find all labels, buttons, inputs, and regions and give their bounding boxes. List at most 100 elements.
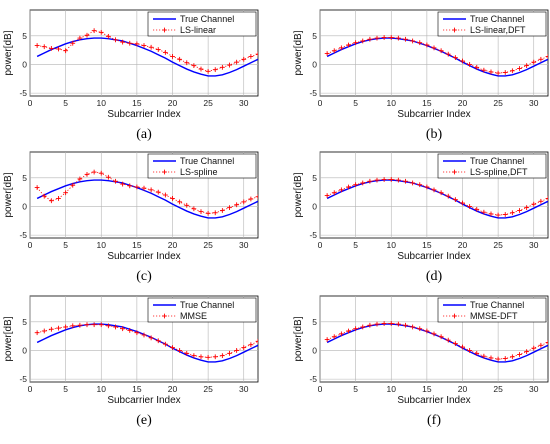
data-point-marker [467, 348, 473, 353]
data-point-marker [424, 184, 430, 190]
y-tick-label: 5 [22, 317, 27, 327]
y-axis-label: power[dB] [3, 30, 14, 75]
data-point-marker [495, 356, 501, 362]
y-tick-label: 5 [312, 173, 317, 183]
y-axis-label: power[dB] [293, 316, 304, 361]
x-tick-label: 0 [28, 240, 33, 250]
data-point-marker [502, 70, 508, 75]
series-line-true-channel [36, 37, 258, 77]
x-tick-label: 30 [239, 98, 249, 108]
x-tick-label: 20 [458, 384, 468, 394]
x-tick-label: 15 [132, 384, 142, 394]
data-point-marker [338, 45, 344, 51]
data-point-marker [395, 35, 401, 41]
data-point-marker [381, 321, 387, 326]
y-tick-label: 0 [22, 345, 27, 355]
data-point-marker [452, 341, 458, 346]
y-tick-label: -5 [19, 230, 27, 240]
data-point-marker [431, 45, 437, 51]
data-point-marker [34, 185, 40, 190]
data-point-marker [474, 350, 480, 356]
data-point-marker [70, 323, 76, 329]
data-point-marker [105, 174, 111, 180]
data-point-marker [219, 353, 225, 359]
data-point-marker [198, 66, 204, 72]
data-point-marker [417, 40, 423, 46]
data-point-marker [155, 47, 161, 52]
data-point-marker [63, 324, 69, 330]
plot-data [34, 322, 258, 363]
data-point-marker [98, 322, 104, 328]
data-point-marker [438, 190, 444, 196]
data-point-marker [403, 322, 408, 328]
y-axis-label: power[dB] [293, 30, 304, 75]
y-tick-label: 0 [312, 59, 317, 69]
data-point-marker [502, 212, 508, 217]
x-tick-label: 10 [387, 384, 397, 394]
legend-label: True Channel [470, 300, 524, 310]
data-point-marker [545, 54, 548, 59]
data-point-marker [360, 324, 366, 330]
data-point-marker [460, 200, 465, 206]
data-point-marker [77, 176, 83, 182]
data-point-marker [538, 342, 544, 348]
data-point-marker [517, 352, 522, 357]
x-tick-label: 30 [529, 240, 539, 250]
data-point-marker [248, 342, 254, 348]
x-tick-label: 20 [168, 98, 178, 108]
data-point-marker [395, 177, 401, 183]
x-tick-label: 5 [353, 384, 358, 394]
x-tick-label: 20 [458, 98, 468, 108]
data-point-marker [84, 32, 90, 38]
data-point-marker [98, 170, 104, 176]
x-axis-label: Subcarrier Index [107, 251, 180, 262]
data-point-marker [191, 353, 197, 359]
x-tick-label: 25 [493, 384, 503, 394]
data-point-marker [531, 201, 537, 207]
data-point-marker [410, 38, 416, 44]
data-point-marker [538, 56, 544, 62]
data-point-marker [338, 187, 344, 193]
y-tick-label: -5 [19, 88, 27, 98]
data-point-marker [227, 205, 232, 211]
data-point-marker [509, 68, 515, 74]
data-point-marker [502, 356, 508, 361]
data-point-marker [241, 199, 247, 205]
data-point-marker [41, 328, 47, 334]
data-point-marker [63, 190, 69, 196]
data-point-marker [424, 42, 430, 48]
data-point-marker [460, 344, 465, 350]
data-point-marker [255, 194, 258, 200]
data-point-marker [353, 182, 359, 188]
data-point-marker [445, 51, 451, 57]
data-point-marker [148, 187, 154, 193]
x-tick-label: 25 [203, 384, 213, 394]
y-tick-label: 0 [22, 201, 27, 211]
panel-caption: (f) [427, 413, 441, 428]
x-tick-label: 10 [387, 98, 397, 108]
data-point-marker [445, 193, 451, 199]
data-point-marker [367, 178, 373, 184]
y-tick-label: -5 [19, 374, 27, 384]
data-point-marker [120, 181, 126, 187]
panel-caption: (d) [426, 269, 443, 284]
data-point-marker [191, 63, 197, 69]
y-tick-label: 5 [22, 173, 27, 183]
legend-label: True Channel [180, 14, 234, 24]
data-point-marker [346, 328, 351, 334]
x-axis-label: Subcarrier Index [397, 395, 470, 406]
data-point-marker [460, 58, 465, 64]
data-point-marker [170, 345, 175, 350]
data-point-marker [509, 210, 515, 216]
legend-label: MMSE-DFT [470, 311, 518, 321]
data-point-marker [424, 328, 430, 334]
x-tick-label: 0 [28, 98, 33, 108]
data-point-marker [360, 180, 366, 186]
data-point-marker [134, 330, 140, 336]
data-point-marker [227, 350, 232, 356]
y-tick-label: 0 [22, 59, 27, 69]
data-point-marker [70, 182, 76, 188]
data-point-marker [531, 345, 537, 351]
